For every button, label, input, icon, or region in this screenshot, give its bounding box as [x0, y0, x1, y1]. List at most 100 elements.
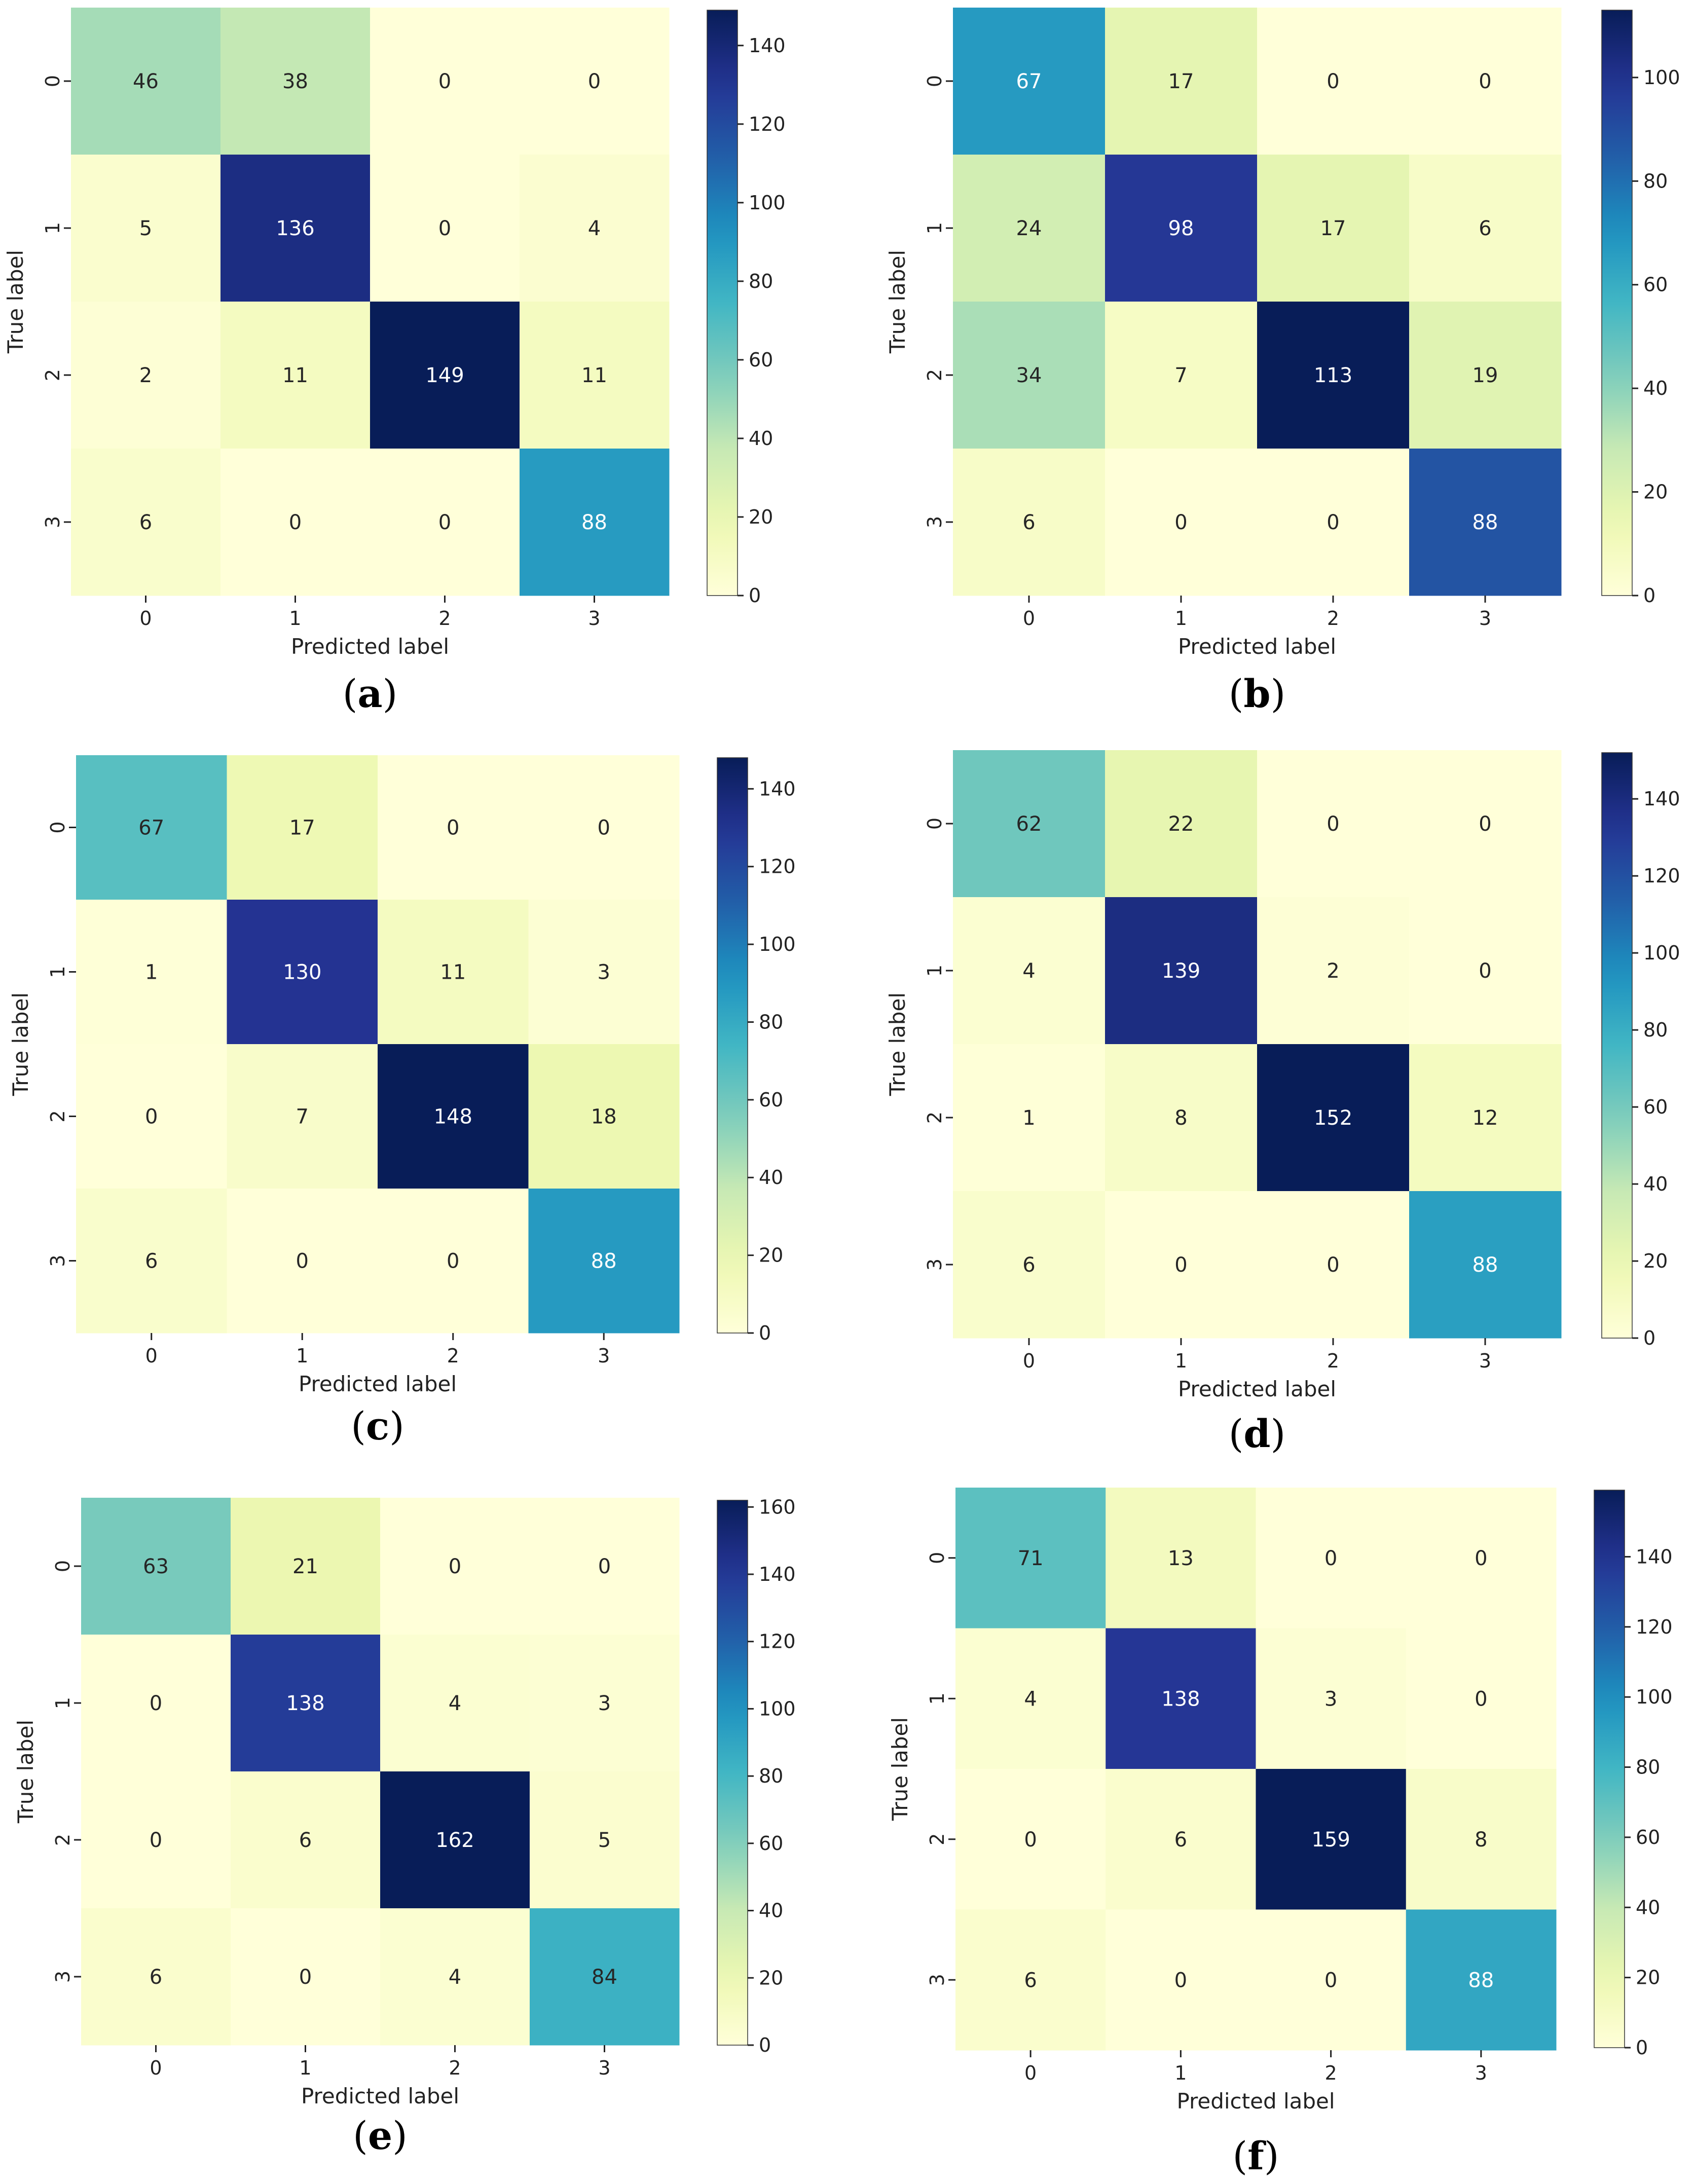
y-tick-label-b-3: 3 [924, 516, 946, 528]
colorbar-tick-label-c-0: 0 [759, 1322, 771, 1344]
cell-value-c-r0-c0: 67 [138, 817, 164, 840]
cell-value-c-r1-c3: 3 [598, 961, 610, 984]
cell-b-r0-c0 [953, 8, 1106, 155]
cell-f-r0-c1 [1106, 1488, 1256, 1628]
cell-e-r2-c0 [81, 1771, 231, 1909]
cell-f-r2-c1 [1106, 1769, 1256, 1910]
colorbar-tick-label-b-5: 100 [1643, 66, 1680, 89]
cell-value-f-r3-c0: 6 [1024, 1969, 1037, 1992]
colorbar-tick-label-b-3: 60 [1643, 274, 1668, 296]
cell-b-r1-c1 [1105, 155, 1258, 302]
y-tick-label-a-1: 1 [42, 222, 64, 234]
cell-c-r0-c1 [227, 755, 378, 900]
cell-value-d-r2-c2: 152 [1314, 1106, 1352, 1130]
y-tick-label-d-2: 2 [924, 1112, 946, 1124]
colorbar-tick-label-c-3: 60 [759, 1089, 783, 1111]
colorbar-tick-label-e-4: 80 [759, 1765, 783, 1787]
y-tick-label-e-0: 0 [52, 1560, 74, 1572]
cell-value-a-r1-c2: 0 [438, 217, 451, 240]
cell-a-r3-c3 [520, 449, 670, 596]
colorbar-tick-label-f-1: 20 [1636, 1967, 1660, 1989]
cell-value-a-r3-c0: 6 [139, 511, 152, 534]
panel-a: 46 38 0 05 136 0 42 11 149 116 0 0 880 1 2 30123Predict… [3, 8, 786, 716]
x-tick-label-c-1: 1 [296, 1345, 308, 1367]
cell-e-r0-c3 [530, 1498, 680, 1635]
cell-value-d-r1-c3: 0 [1479, 959, 1491, 983]
y-tick-label-f-0: 0 [926, 1552, 948, 1564]
cell-value-c-r1-c0: 1 [145, 961, 158, 984]
colorbar-tick-label-d-4: 80 [1643, 1019, 1668, 1041]
cell-b-r1-c0 [953, 155, 1106, 302]
cell-value-a-r2-c2: 149 [425, 364, 464, 387]
cell-value-d-r1-c0: 4 [1022, 959, 1035, 983]
cell-value-e-r1-c2: 4 [449, 1692, 461, 1715]
cell-value-f-r0-c2: 0 [1324, 1547, 1337, 1570]
cell-a-r2-c1 [220, 302, 371, 449]
cell-value-d-r3-c2: 0 [1327, 1253, 1339, 1277]
cell-e-r2-c1 [231, 1771, 381, 1909]
x-tick-label-f-0: 0 [1024, 2062, 1037, 2084]
caption-a: (a) [343, 671, 398, 716]
cell-value-b-r1-c3: 6 [1479, 217, 1491, 240]
x-axis-label-a: Predicted label [291, 634, 449, 659]
cell-value-f-r0-c1: 13 [1168, 1547, 1194, 1570]
cell-e-r1-c1 [231, 1635, 381, 1772]
y-axis-label-e: True label [13, 1720, 38, 1824]
caption-e: (e) [353, 2113, 408, 2158]
cell-f-r1-c3 [1406, 1628, 1557, 1769]
cell-value-f-r0-c0: 71 [1018, 1547, 1044, 1570]
cell-value-b-r2-c3: 19 [1472, 364, 1498, 387]
cell-value-c-r0-c2: 0 [447, 817, 459, 840]
cell-value-c-r0-c3: 0 [598, 817, 610, 840]
cell-value-e-r0-c3: 0 [598, 1555, 611, 1578]
x-tick-label-e-2: 2 [449, 2057, 461, 2079]
cell-value-b-r0-c0: 67 [1016, 70, 1042, 93]
cell-d-r2-c0 [953, 1044, 1106, 1192]
cell-a-r1-c2 [370, 155, 520, 302]
colorbar-tick-label-d-3: 60 [1643, 1096, 1668, 1118]
cell-value-f-r3-c3: 88 [1468, 1969, 1494, 1992]
y-tick-label-c-0: 0 [47, 821, 69, 833]
x-tick-label-e-0: 0 [150, 2057, 162, 2079]
cell-value-a-r1-c1: 136 [276, 217, 314, 240]
y-tick-label-e-1: 1 [52, 1697, 74, 1709]
cell-value-c-r2-c3: 18 [591, 1105, 617, 1129]
cell-a-r2-c2 [370, 302, 520, 449]
colorbar-tick-label-c-4: 80 [759, 1011, 783, 1033]
cell-f-r3-c1 [1106, 1909, 1256, 2051]
x-tick-label-a-0: 0 [139, 607, 152, 630]
colorbar-tick-label-f-4: 80 [1636, 1756, 1660, 1779]
cell-value-c-r2-c0: 0 [145, 1105, 158, 1129]
colorbar-tick-label-e-3: 60 [759, 1832, 783, 1855]
cell-value-a-r2-c0: 2 [139, 364, 152, 387]
colorbar-tick-label-e-1: 20 [759, 1967, 783, 1989]
cell-value-d-r3-c3: 88 [1472, 1253, 1498, 1277]
cell-value-c-r3-c1: 0 [296, 1250, 309, 1273]
cell-c-r0-c0 [76, 755, 227, 900]
cell-e-r0-c2 [380, 1498, 530, 1635]
y-axis-label-b: True label [885, 250, 910, 354]
y-tick-label-c-2: 2 [47, 1110, 69, 1122]
cell-b-r3-c2 [1257, 449, 1410, 596]
cell-value-e-r3-c2: 4 [449, 1966, 461, 1989]
cell-value-d-r3-c1: 0 [1174, 1253, 1187, 1277]
cell-value-e-r0-c0: 63 [143, 1555, 169, 1578]
cell-a-r3-c0 [71, 449, 221, 596]
colorbar-tick-label-f-3: 60 [1636, 1826, 1660, 1848]
cell-value-d-r1-c2: 2 [1327, 959, 1339, 983]
cell-value-c-r2-c1: 7 [296, 1105, 309, 1129]
cell-value-b-r1-c2: 17 [1320, 217, 1346, 240]
cell-c-r3-c3 [528, 1189, 680, 1334]
cell-value-b-r1-c1: 98 [1168, 217, 1194, 240]
cell-d-r2-c1 [1105, 1044, 1258, 1192]
y-tick-label-e-2: 2 [52, 1834, 74, 1846]
colorbar-b [1601, 10, 1633, 596]
x-tick-label-e-1: 1 [299, 2057, 311, 2079]
cell-a-r3-c1 [220, 449, 371, 596]
cell-c-r1-c2 [378, 900, 529, 1045]
cell-d-r3-c0 [953, 1191, 1106, 1339]
cell-value-a-r2-c1: 11 [282, 364, 308, 387]
colorbar-tick-label-a-3: 60 [749, 349, 773, 371]
cell-e-r1-c3 [530, 1635, 680, 1772]
colorbar-tick-label-d-5: 100 [1643, 942, 1680, 964]
